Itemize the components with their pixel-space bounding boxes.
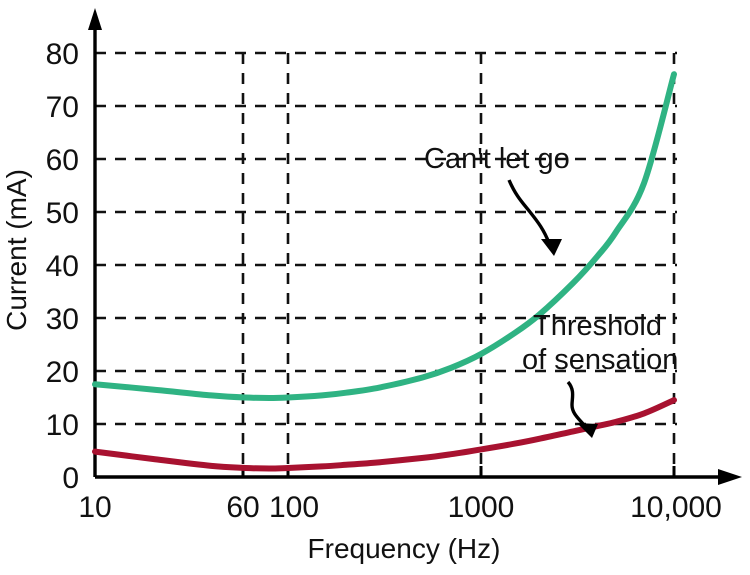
- xtick-label-1000: 1000: [448, 491, 515, 524]
- x-tick-labels: 10 60 100 1000 10,000: [78, 491, 722, 524]
- x-axis-arrowhead: [718, 469, 742, 485]
- vertical-gridlines: [241, 53, 676, 477]
- annotation-cant-let-go-arrowhead: [541, 239, 562, 256]
- xtick-label-60: 60: [226, 491, 259, 524]
- x-axis-title: Frequency (Hz): [308, 533, 501, 564]
- annotation-threshold-line2: of sensation: [522, 344, 678, 376]
- ytick-label-50: 50: [46, 197, 79, 230]
- ytick-label-40: 40: [46, 250, 79, 283]
- annotation-threshold-arrow: [566, 380, 586, 427]
- ytick-label-70: 70: [46, 91, 79, 124]
- data-series-group: [92, 71, 677, 472]
- ytick-label-80: 80: [46, 38, 79, 71]
- y-tick-labels: 80 70 60 50 40 30 20 10 0: [46, 38, 79, 495]
- y-axis-arrowhead: [88, 8, 102, 30]
- xtick-label-100: 100: [269, 491, 319, 524]
- annotation-cant-let-go-label: Can't let go: [424, 143, 570, 175]
- annotation-threshold: Threshold of sensation: [522, 310, 678, 438]
- ytick-label-20: 20: [46, 356, 79, 389]
- annotation-cant-let-go-arrow: [507, 179, 551, 244]
- annotation-threshold-line1: Threshold: [533, 310, 662, 342]
- xtick-label-10000: 10,000: [630, 491, 722, 524]
- ytick-label-60: 60: [46, 144, 79, 177]
- axis-lines: [93, 22, 728, 479]
- ytick-label-30: 30: [46, 303, 79, 336]
- ytick-label-10: 10: [46, 409, 79, 442]
- ytick-label-0: 0: [62, 462, 79, 495]
- y-axis-title: Current (mA): [1, 169, 32, 331]
- annotation-threshold-arrowhead: [577, 423, 598, 438]
- xtick-label-10: 10: [78, 491, 111, 524]
- series-cant-let-go-line: [92, 71, 677, 401]
- series-threshold-line: [92, 397, 677, 472]
- annotation-cant-let-go: Can't let go: [424, 143, 570, 256]
